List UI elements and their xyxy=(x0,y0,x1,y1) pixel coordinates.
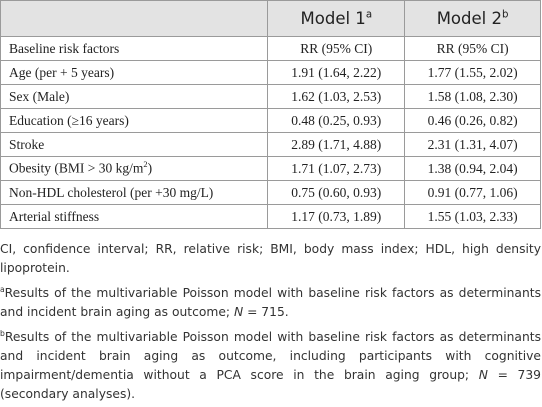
footnote-italic: N xyxy=(478,368,488,383)
row-label: Sex (Male) xyxy=(0,84,269,109)
text: Model 1 xyxy=(300,9,366,28)
value-cell: 1.38 (0.94, 2.04) xyxy=(404,156,541,181)
text: Model 2 xyxy=(436,9,502,28)
value-cell: 1.91 (1.64, 2.22) xyxy=(267,60,406,85)
row-label: Education (≥16 years) xyxy=(0,108,269,133)
header-cell: Model 2b xyxy=(404,0,541,37)
footnote-text: CI, confidence interval; RR, relative ri… xyxy=(0,242,541,275)
value-cell: 1.17 (0.73, 1.89) xyxy=(267,204,406,229)
label-text: Non-HDL cholesterol (per +30 mg/L) xyxy=(9,184,214,200)
footnotes: CI, confidence interval; RR, relative ri… xyxy=(0,240,542,404)
value-cell: RR (95% CI) xyxy=(404,36,541,61)
table-row: Age (per + 5 years) 1.91 (1.64, 2.22) 1.77… xyxy=(0,60,541,85)
value-cell: 1.62 (1.03, 2.53) xyxy=(267,84,406,109)
label-text: Sex (Male) xyxy=(9,88,70,104)
value-cell: 0.48 (0.25, 0.93) xyxy=(267,108,406,133)
label-text: Baseline risk factors xyxy=(9,40,120,56)
value-cell: 0.91 (0.77, 1.06) xyxy=(404,180,541,205)
table-row: Non-HDL cholesterol (per +30 mg/L) 0.75 (… xyxy=(0,180,541,205)
header-cell: Model 1a xyxy=(267,0,406,37)
label-text: Stroke xyxy=(9,136,45,152)
footnote-text: = 715. xyxy=(243,305,289,320)
row-label: Arterial stiffness xyxy=(0,204,269,229)
value-cell: 2.89 (1.71, 4.88) xyxy=(267,132,406,157)
text: a xyxy=(365,9,373,21)
footnote-text: Results of the multivariable Poisson mod… xyxy=(0,330,541,383)
value-cell: RR (95% CI) xyxy=(267,36,406,61)
value-cell: 2.31 (1.31, 4.07) xyxy=(404,132,541,157)
label-text: Obesity (BMI > 30 kg/m xyxy=(9,160,144,176)
footnote-text: = 739 (secondary analyses). xyxy=(0,368,541,402)
footnote-italic: N xyxy=(233,305,244,320)
table-row: Education (≥16 years) 0.48 (0.25, 0.93) 0.… xyxy=(0,108,541,133)
table-row: Arterial stiffness 1.17 (0.73, 1.89) 1.55 … xyxy=(0,204,541,229)
text: b xyxy=(501,9,509,21)
row-label: Age (per + 5 years) xyxy=(0,60,269,85)
header-row: Model 1a Model 2b xyxy=(0,0,541,37)
label-text: Age (per + 5 years) xyxy=(9,64,115,80)
footnote-mark: b xyxy=(0,329,5,339)
label-sup: 2 xyxy=(143,160,148,170)
table-row: Stroke 2.89 (1.71, 4.88) 2.31 (1.31, 4.07) xyxy=(0,132,541,157)
footnote: CI, confidence interval; RR, relative ri… xyxy=(0,240,541,278)
row-label: Stroke xyxy=(0,132,269,157)
label-text: Education (≥16 years) xyxy=(9,112,129,128)
footnote: bResults of the multivariable Poisson mo… xyxy=(0,324,541,404)
header-empty xyxy=(0,0,269,37)
footnote-mark: a xyxy=(0,285,5,294)
footnote-text: Results of the multivariable Poisson mod… xyxy=(0,286,541,320)
table-row: Sex (Male) 1.62 (1.03, 2.53) 1.58 (1.08, 2… xyxy=(0,84,541,109)
value-cell: 1.55 (1.03, 2.33) xyxy=(404,204,541,229)
footnote: aResults of the multivariable Poisson mo… xyxy=(0,280,541,322)
row-label: Baseline risk factors xyxy=(0,36,269,61)
table-row: Obesity (BMI > 30 kg/m2) 1.71 (1.07, 2.73… xyxy=(0,156,541,181)
table-row: Baseline risk factors RR (95% CI) RR (95% … xyxy=(0,36,541,61)
value-cell: 1.58 (1.08, 2.30) xyxy=(404,84,541,109)
row-label: Obesity (BMI > 30 kg/m2) xyxy=(0,156,269,181)
results-table: Model 1a Model 2b Baseline risk factors R… xyxy=(0,0,541,229)
value-cell: 1.77 (1.55, 2.02) xyxy=(404,60,541,85)
value-cell: 1.71 (1.07, 2.73) xyxy=(267,156,406,181)
row-label: Non-HDL cholesterol (per +30 mg/L) xyxy=(0,180,269,205)
label-text: Arterial stiffness xyxy=(9,208,100,224)
value-cell: 0.46 (0.26, 0.82) xyxy=(404,108,541,133)
value-cell: 0.75 (0.60, 0.93) xyxy=(267,180,406,205)
label-text: ) xyxy=(147,160,153,176)
